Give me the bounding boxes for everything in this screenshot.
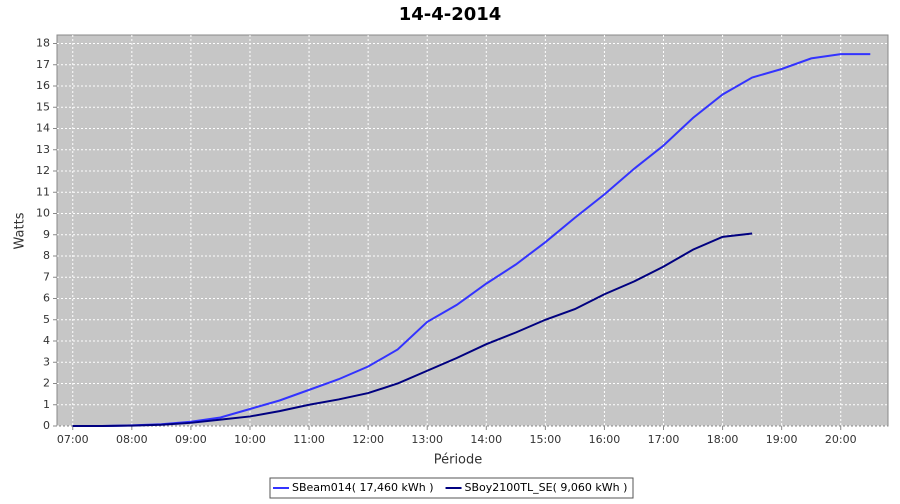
legend-label: SBeam014( 17,460 kWh ) [292,481,434,494]
series-line [72,232,753,427]
x-tick-label: 13:00 [411,433,443,446]
chart-title: 14-4-2014 [399,4,502,25]
y-tick-label: 5 [43,313,50,326]
x-tick-label: 18:00 [707,433,739,446]
x-tick-label: 15:00 [530,433,562,446]
y-tick-label: 3 [43,355,50,368]
y-tick-label: 14 [36,122,50,135]
y-tick-label: 11 [36,185,50,198]
x-tick-label: 08:00 [116,433,148,446]
y-tick-label: 7 [43,270,50,283]
x-tick-label: 19:00 [766,433,798,446]
y-axis-label: Watts [13,212,28,249]
y-tick-label: 10 [36,207,50,220]
x-tick-label: 11:00 [293,433,325,446]
y-tick-label: 9 [43,228,50,241]
plot-area [56,34,889,427]
x-tick-label: 14:00 [470,433,502,446]
x-axis-label: Période [434,453,483,468]
y-tick-label: 2 [43,377,50,390]
x-tick-label: 17:00 [648,433,680,446]
y-tick-label: 8 [43,249,50,262]
x-tick-label: 16:00 [589,433,621,446]
y-tick-label: 4 [43,334,50,347]
y-tick-label: 18 [36,37,50,50]
y-tick-label: 13 [36,143,50,156]
x-tick-label: 20:00 [825,433,857,446]
x-tick-label: 09:00 [175,433,207,446]
y-tick-label: 16 [36,79,50,92]
y-tick-label: 0 [43,419,50,432]
y-tick-label: 1 [43,398,50,411]
y-tick-label: 17 [36,58,50,71]
y-tick-label: 6 [43,292,50,305]
x-tick-label: 10:00 [234,433,266,446]
y-tick-label: 15 [36,100,50,113]
x-tick-label: 12:00 [352,433,384,446]
y-tick-label: 12 [36,164,50,177]
x-tick-label: 07:00 [57,433,89,446]
legend-label: SBoy2100TL_SE( 9,060 kWh ) [465,481,628,494]
series-line [72,53,871,427]
